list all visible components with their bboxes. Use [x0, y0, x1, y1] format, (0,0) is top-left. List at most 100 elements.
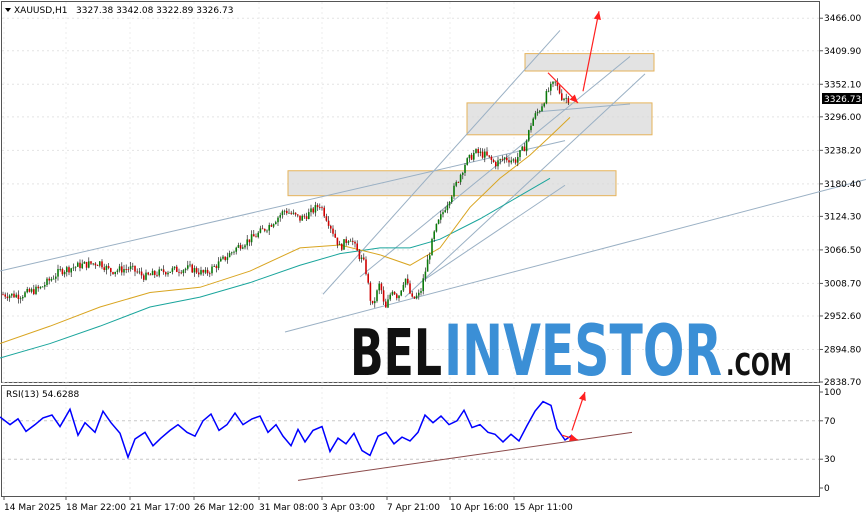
candle-body — [431, 238, 433, 256]
candle — [411, 290, 413, 298]
candle — [189, 260, 191, 268]
candle — [477, 147, 479, 157]
candle — [283, 209, 286, 215]
candle — [563, 97, 565, 102]
candle-body — [563, 98, 565, 100]
candle — [393, 291, 396, 296]
candle-body — [530, 125, 532, 131]
candle — [143, 273, 145, 282]
candle — [349, 238, 352, 242]
price-tick-label: 2838.70 — [824, 378, 861, 388]
candle — [539, 110, 541, 114]
rsi-line — [0, 400, 573, 460]
candle — [121, 262, 123, 276]
candle — [407, 274, 409, 286]
candle-body — [343, 239, 345, 250]
candle — [508, 156, 510, 167]
candle-body — [257, 232, 259, 238]
candle-body — [28, 288, 31, 292]
candle — [336, 237, 339, 249]
candle-body — [514, 159, 517, 163]
candle — [501, 155, 504, 162]
candle — [255, 233, 257, 238]
candle — [215, 264, 218, 273]
candle-body — [189, 264, 191, 266]
candle — [248, 239, 251, 247]
candle — [74, 266, 77, 272]
price-tick-label: 3296.00 — [824, 113, 861, 123]
candle — [354, 240, 356, 248]
projection-arrow — [582, 11, 600, 92]
candle-body — [90, 261, 92, 264]
candle — [543, 102, 545, 108]
candle — [206, 267, 209, 276]
candle — [358, 249, 361, 262]
candle — [187, 260, 189, 271]
candle — [257, 231, 259, 239]
candle — [19, 296, 22, 304]
candle — [37, 284, 39, 292]
candle — [400, 290, 402, 297]
candle-body — [154, 270, 156, 275]
candle-body — [145, 272, 147, 280]
candle — [303, 213, 306, 219]
candle — [352, 237, 354, 246]
arrow-head — [569, 434, 578, 442]
candle — [77, 261, 79, 267]
arrow-head — [593, 11, 601, 21]
candle-body — [288, 212, 290, 214]
candle-body — [393, 291, 396, 295]
candle-body — [444, 210, 446, 213]
candle — [499, 158, 501, 165]
candle-body — [110, 268, 112, 273]
candle-body — [464, 164, 466, 173]
candle-body — [92, 263, 94, 265]
candle-body — [129, 266, 132, 270]
candle — [451, 195, 453, 204]
candle-body — [501, 159, 504, 161]
rsi-trend-line — [297, 431, 633, 481]
collapse-triangle-icon[interactable] — [5, 8, 11, 12]
candle — [158, 266, 160, 278]
candle-body — [547, 90, 550, 92]
candle-body — [233, 251, 235, 253]
candle-body — [123, 269, 125, 273]
candle — [334, 229, 336, 239]
candle-body — [105, 265, 108, 271]
candle-body — [180, 272, 182, 274]
candle-body — [44, 285, 46, 287]
candle-body — [63, 272, 66, 275]
candle — [319, 203, 321, 210]
candle — [286, 207, 288, 216]
ma-slow-line — [0, 177, 551, 359]
candle — [457, 181, 460, 183]
candle — [228, 250, 231, 258]
candle — [323, 205, 325, 218]
candle-body — [422, 278, 424, 292]
candle — [554, 81, 556, 86]
candle-body — [46, 278, 48, 286]
candle-body — [4, 294, 6, 297]
price-tick-label: 3238.20 — [824, 146, 861, 156]
candle-body — [301, 215, 303, 221]
candle-body — [200, 270, 202, 275]
candle — [2, 291, 4, 296]
candle — [63, 270, 66, 278]
candle — [28, 287, 31, 293]
candle — [167, 270, 169, 277]
candle-body — [437, 219, 440, 224]
candle — [396, 293, 398, 301]
candle-body — [19, 298, 22, 300]
candle — [110, 267, 112, 277]
candle — [253, 229, 255, 237]
candle — [519, 149, 521, 161]
candle — [369, 281, 372, 306]
candle-body — [310, 208, 312, 213]
candle-body — [206, 269, 209, 274]
candle — [288, 208, 290, 214]
candle-body — [385, 301, 387, 308]
candle — [389, 292, 391, 302]
candle — [314, 201, 317, 217]
candle-body — [389, 294, 391, 300]
